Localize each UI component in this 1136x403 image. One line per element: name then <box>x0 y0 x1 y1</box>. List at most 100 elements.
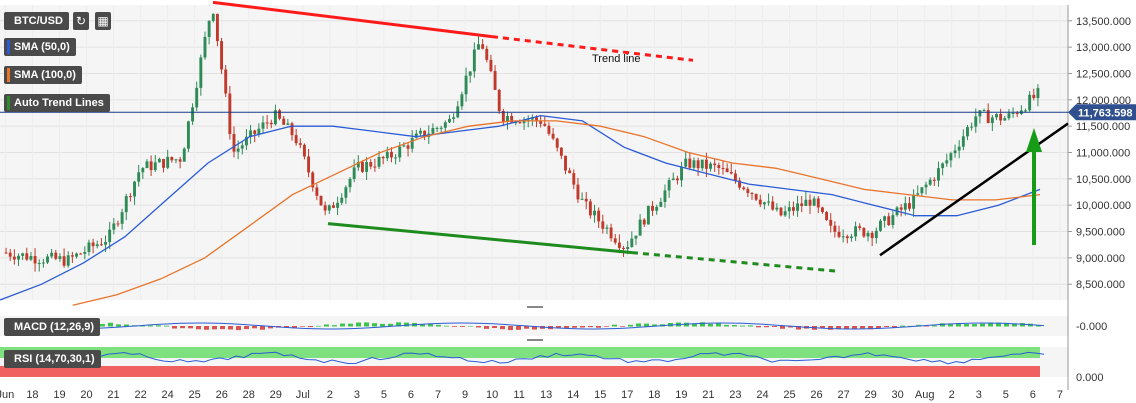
candle-body <box>91 242 95 247</box>
macd-bar <box>596 326 601 328</box>
macd-bar <box>764 326 769 328</box>
candle-body <box>174 159 178 161</box>
candle-body <box>928 179 932 185</box>
macd-bar <box>180 326 185 329</box>
candle-body <box>87 242 91 252</box>
candle-body <box>257 128 261 134</box>
sma100-swatch <box>7 68 10 82</box>
macd-bar <box>836 326 841 330</box>
current-price-label: 11,763.598 <box>1078 107 1132 119</box>
macd-label[interactable]: MACD (12,26,9) <box>4 318 101 336</box>
x-tick-label: 2 <box>327 389 333 401</box>
symbol-tag[interactable]: BTC/USD <box>4 12 69 30</box>
candle-body <box>721 168 725 170</box>
macd-bar <box>492 326 497 329</box>
rsi-label[interactable]: RSI (14,70,30,1) <box>4 350 101 368</box>
candle-body <box>1036 88 1040 99</box>
current-price-badge <box>1068 104 1136 121</box>
candle-body <box>564 155 567 171</box>
y-tick-label: 11,500.000 <box>1076 121 1130 133</box>
candle-body <box>932 179 936 181</box>
candle-body <box>365 162 369 172</box>
candles <box>4 13 1040 272</box>
candle-body <box>999 113 1003 121</box>
legend-trend-lines[interactable]: Auto Trend Lines <box>4 94 110 112</box>
macd-bar <box>324 324 329 327</box>
macd-bar <box>524 326 529 329</box>
x-tick-label: 19 <box>675 389 687 401</box>
macd-bar <box>364 322 369 327</box>
macd-bar <box>212 326 217 330</box>
macd-bar <box>692 323 697 327</box>
macd-bar <box>572 326 577 328</box>
candle-body <box>845 236 849 239</box>
x-tick-label: Jul <box>296 389 310 401</box>
x-tick-label: 30 <box>892 389 904 401</box>
candle-body <box>601 221 605 229</box>
candle-body <box>232 133 236 152</box>
candle-body <box>547 125 551 134</box>
candle-body <box>849 236 853 239</box>
macd-bar <box>772 326 777 327</box>
candle-body <box>464 75 468 95</box>
x-tick-label: 25 <box>783 389 795 401</box>
macd-bar <box>476 326 481 328</box>
candle-body <box>555 138 559 148</box>
x-tick-label: 29 <box>270 389 282 401</box>
macd-bar <box>820 326 825 329</box>
candle-body <box>145 161 149 169</box>
candle-body <box>501 111 505 122</box>
candle-body <box>758 199 762 205</box>
candle-body <box>178 159 182 162</box>
macd-bar <box>988 322 993 327</box>
x-tick-label: 13 <box>540 389 552 401</box>
candle-body <box>626 246 630 249</box>
candle-body <box>128 196 132 198</box>
candle-body <box>207 20 211 37</box>
candle-body <box>630 238 634 247</box>
candle-body <box>99 244 103 246</box>
rsi-overbought-band <box>0 347 1040 358</box>
candle-body <box>62 256 66 266</box>
calendar-icon[interactable]: ▦ <box>95 12 111 30</box>
candle-body <box>319 195 323 206</box>
x-tick-label: 28 <box>243 389 255 401</box>
legend-sma50[interactable]: SMA (50,0) <box>4 38 76 56</box>
x-tick-label: 2 <box>949 389 955 401</box>
candle-body <box>800 203 804 206</box>
candle-body <box>1011 113 1015 115</box>
macd-bar <box>932 325 937 327</box>
macd-bar <box>532 326 537 330</box>
candle-body <box>725 168 729 173</box>
candle-body <box>153 162 157 171</box>
candle-body <box>448 118 451 123</box>
macd-bar <box>604 326 609 327</box>
macd-bar <box>100 324 105 327</box>
candle-body <box>489 59 493 72</box>
y-tick-label: 12,500.000 <box>1076 68 1131 80</box>
macd-bar <box>644 323 649 327</box>
candle-body <box>879 220 882 231</box>
candle-body <box>431 127 435 134</box>
legend-sma100[interactable]: SMA (100,0) <box>4 66 82 84</box>
candle-body <box>323 205 327 211</box>
candle-body <box>265 122 269 124</box>
candle-body <box>874 230 878 239</box>
candle-body <box>220 41 224 70</box>
candle-body <box>634 235 638 239</box>
macd-bar <box>148 325 153 327</box>
macd-bar <box>700 322 705 327</box>
resistance-trend-line <box>212 0 493 39</box>
candle-body <box>825 212 829 220</box>
candle-body <box>4 252 8 254</box>
x-tick-label: 21 <box>107 389 119 401</box>
candle-body <box>812 198 816 206</box>
macd-bar <box>716 322 721 327</box>
candle-body <box>414 133 418 138</box>
candle-body <box>651 205 654 211</box>
refresh-icon[interactable]: ↻ <box>73 12 89 30</box>
candle-body <box>937 168 940 181</box>
x-tick-label: Jun <box>0 389 14 401</box>
macd-bar <box>252 326 257 329</box>
